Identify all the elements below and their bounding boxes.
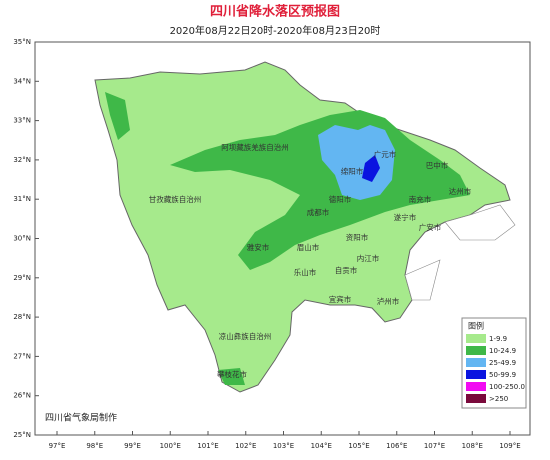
rain-50-99 xyxy=(362,155,380,182)
lon-label: 99°E xyxy=(124,442,141,450)
place: 攀枝花市 xyxy=(217,369,247,379)
legend-label: >250 xyxy=(489,395,508,403)
legend-label: 25-49.9 xyxy=(489,359,516,367)
legend-swatch xyxy=(466,382,486,391)
lon-label: 98°E xyxy=(86,442,103,450)
lat-label: 27°N xyxy=(13,352,31,360)
place: 阿坝藏族羌族自治州 xyxy=(221,142,289,152)
place: 雅安市 xyxy=(247,242,270,252)
legend-label: 10-24.9 xyxy=(489,347,516,355)
lat-label: 30°N xyxy=(13,235,31,243)
place: 广安市 xyxy=(419,222,442,232)
lon-label: 103°E xyxy=(273,442,294,450)
place: 凉山彝族自治州 xyxy=(219,331,272,341)
lat-labels: 35°N 34°N 33°N 32°N 31°N 30°N 29°N 28°N 27°N 26°N… xyxy=(13,38,39,439)
place: 南充市 xyxy=(409,194,432,204)
place: 内江市 xyxy=(357,253,380,263)
lon-label: 97°E xyxy=(49,442,66,450)
legend-label: 100-250.0 xyxy=(489,383,525,391)
lon-label: 106°E xyxy=(386,442,407,450)
places: 阿坝藏族羌族自治州 甘孜藏族自治州 广元市 巴中市 绵阳市 达州市 德阳市 南充… xyxy=(149,142,472,379)
place: 达州市 xyxy=(449,186,472,196)
place: 成都市 xyxy=(307,207,330,217)
lon-label: 101°E xyxy=(197,442,218,450)
place: 眉山市 xyxy=(297,242,320,252)
legend-title: 图例 xyxy=(468,321,484,331)
legend-swatch xyxy=(466,394,486,403)
lon-labels: 97°E 98°E 99°E 100°E 101°E 102°E 103°E 104°E 105… xyxy=(49,431,521,450)
legend: 1-9.9 10-24.9 25-49.9 50-99.9 100-250.0 >250 xyxy=(466,334,525,403)
lon-label: 108°E xyxy=(462,442,483,450)
subtitle: 2020年08月22日20时-2020年08月23日20时 xyxy=(170,24,381,37)
legend-swatch xyxy=(466,346,486,355)
legend-swatch xyxy=(466,334,486,343)
legend-swatch xyxy=(466,370,486,379)
legend-label: 1-9.9 xyxy=(489,335,507,343)
lat-label: 33°N xyxy=(13,117,31,125)
lat-label: 31°N xyxy=(13,195,31,203)
place: 广元市 xyxy=(374,149,397,159)
lon-label: 105°E xyxy=(348,442,369,450)
lat-label: 28°N xyxy=(13,313,31,321)
neighbor-region xyxy=(404,204,516,301)
lat-label: 26°N xyxy=(13,392,31,400)
place: 资阳市 xyxy=(346,232,369,242)
place: 甘孜藏族自治州 xyxy=(149,194,202,204)
lon-label: 107°E xyxy=(424,442,445,450)
place: 泸州市 xyxy=(377,296,400,306)
place: 宜宾市 xyxy=(329,294,352,304)
place: 绵阳市 xyxy=(341,166,364,176)
place: 巴中市 xyxy=(426,160,449,170)
credit: 四川省气象局制作 xyxy=(45,412,117,424)
lat-label: 34°N xyxy=(13,77,31,85)
place: 德阳市 xyxy=(329,194,352,204)
legend-swatch xyxy=(466,358,486,367)
place: 遂宁市 xyxy=(394,212,417,222)
lon-label: 109°E xyxy=(499,442,520,450)
place: 乐山市 xyxy=(294,267,317,277)
lat-label: 29°N xyxy=(13,274,31,282)
legend-label: 50-99.9 xyxy=(489,371,516,379)
lon-label: 102°E xyxy=(235,442,256,450)
rain-25-49 xyxy=(318,125,395,200)
lat-label: 35°N xyxy=(13,38,31,46)
lat-label: 32°N xyxy=(13,156,31,164)
place: 自贡市 xyxy=(335,265,358,275)
lon-label: 100°E xyxy=(160,442,181,450)
lon-label: 104°E xyxy=(311,442,332,450)
lat-label: 25°N xyxy=(13,431,31,439)
title: 四川省降水落区预报图 xyxy=(210,4,340,20)
